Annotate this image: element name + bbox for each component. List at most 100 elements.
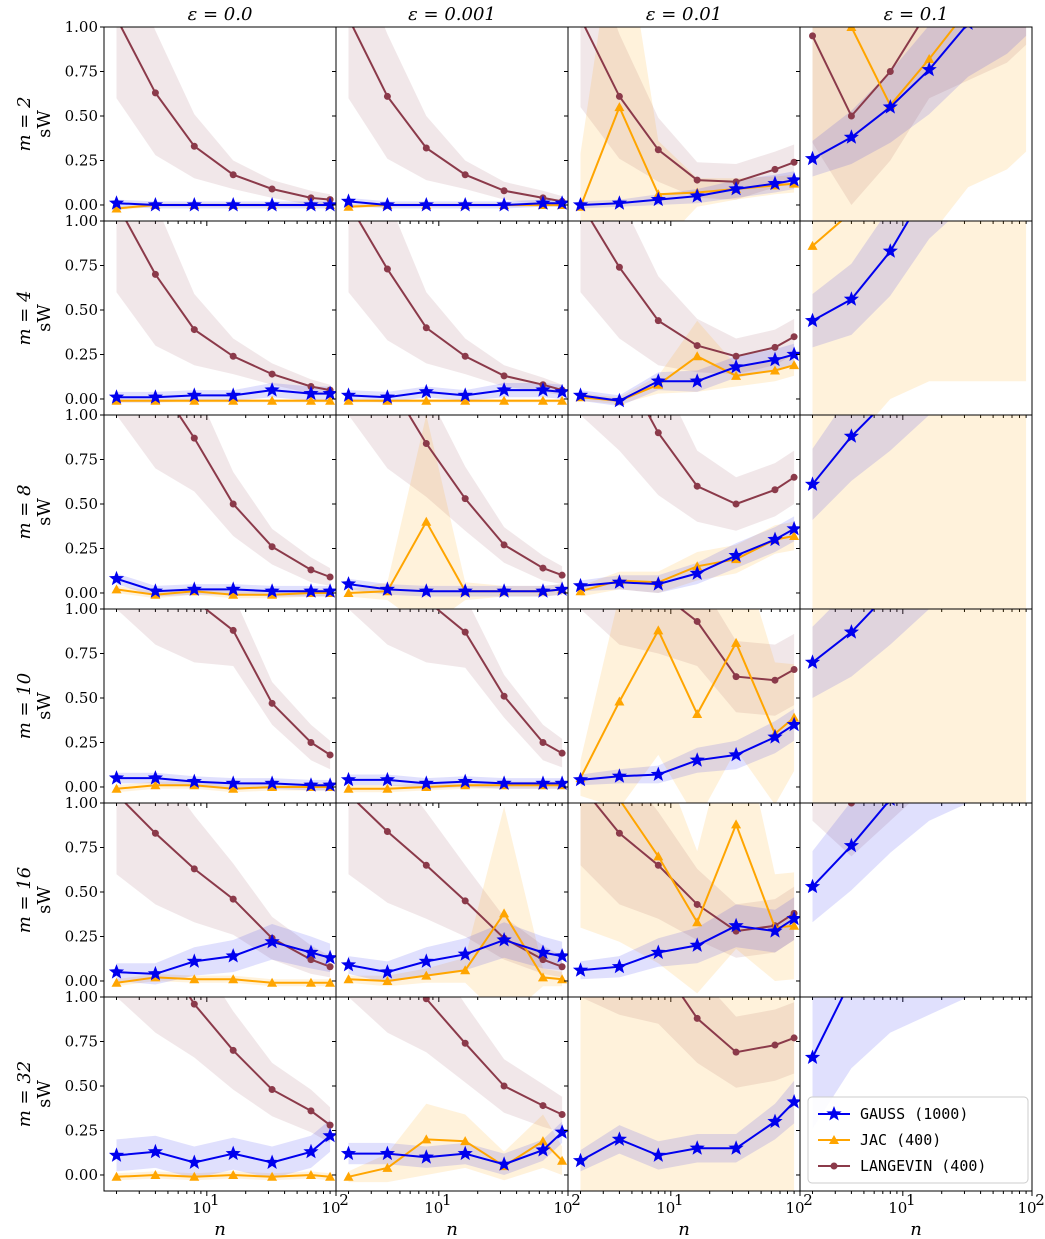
gauss-point	[535, 944, 551, 959]
jac-band	[580, 521, 795, 597]
y-tick-label: 0.75	[65, 838, 98, 856]
gauss-point	[340, 1145, 357, 1161]
jac-point	[769, 365, 780, 375]
gauss-point	[496, 775, 512, 790]
langevin-point	[693, 617, 701, 625]
gauss-point	[418, 953, 434, 968]
langevin-point	[887, 887, 894, 894]
langevin-point	[307, 566, 315, 574]
gauss-point	[767, 923, 783, 938]
gauss-point	[554, 383, 568, 399]
y-tick-label: 0.25	[65, 927, 98, 945]
gauss-point	[264, 1154, 280, 1169]
langevin-point	[558, 963, 566, 971]
x-axis-label: n	[446, 1219, 458, 1239]
langevin-point	[1003, 887, 1010, 894]
gauss-point	[147, 583, 163, 598]
jac-point	[382, 1162, 393, 1172]
x-tick-exponent: 2	[1035, 1191, 1045, 1209]
panel-5-2	[572, 997, 800, 1191]
langevin-point	[229, 500, 237, 508]
jac-point	[111, 584, 122, 594]
jac-point	[460, 395, 471, 405]
langevin-band	[116, 415, 331, 586]
langevin-point	[847, 112, 855, 120]
jac-point	[325, 977, 336, 987]
langevin-point	[790, 333, 798, 341]
jac-point	[421, 970, 432, 980]
langevin-point	[152, 376, 159, 383]
langevin-point	[384, 552, 391, 559]
langevin-point	[790, 1034, 798, 1042]
gauss-point	[767, 1113, 783, 1129]
x-tick-exponent: 1	[210, 1191, 220, 1209]
gauss-point	[554, 581, 568, 596]
langevin-point	[113, 305, 120, 312]
panel-5-0	[108, 997, 336, 1181]
y-tick-label: 0.50	[65, 495, 98, 513]
jac-point	[343, 1171, 354, 1181]
gauss-point	[225, 581, 241, 596]
gauss-point	[728, 358, 744, 374]
langevin-point	[461, 352, 469, 360]
langevin-point	[113, 499, 120, 506]
langevin-point	[383, 92, 391, 100]
gauss-point	[379, 771, 395, 787]
x-tick-label: 10	[888, 1199, 907, 1217]
gauss-point	[379, 197, 395, 212]
gauss-point	[379, 1145, 395, 1161]
gauss-point	[496, 382, 512, 397]
gauss-point	[457, 1145, 473, 1161]
y-tick-label: 0.75	[65, 644, 98, 662]
gauss-point	[535, 775, 551, 790]
y-tick-label: 1.00	[65, 18, 98, 36]
langevin-point	[847, 803, 855, 807]
gauss-point	[496, 1156, 512, 1171]
langevin-point	[326, 751, 334, 759]
langevin-point	[616, 552, 623, 559]
gauss-point	[650, 766, 666, 781]
langevin-point	[422, 997, 430, 1003]
jac-band	[580, 27, 795, 221]
y-tick-label: 1.00	[65, 794, 98, 812]
langevin-point	[229, 171, 237, 179]
gauss-point	[379, 581, 395, 596]
x-tick-exponent: 1	[906, 1191, 916, 1209]
gauss-point	[108, 1147, 125, 1162]
column-title: ε = 0.01	[646, 4, 722, 25]
jac-point	[267, 1171, 278, 1181]
langevin-point	[771, 676, 779, 684]
langevin-point	[615, 92, 623, 100]
gauss-point	[786, 910, 800, 926]
langevin-point	[693, 342, 701, 350]
jac-point	[789, 531, 800, 541]
langevin-point	[151, 89, 159, 97]
gauss-point	[554, 195, 568, 210]
gauss-point	[535, 1142, 551, 1157]
gauss-point	[728, 1140, 744, 1155]
legend-marker-langevin	[830, 1162, 838, 1170]
y-tick-label: 0.75	[65, 256, 98, 274]
gauss-point	[147, 770, 163, 785]
langevin-point	[926, 887, 933, 894]
gauss-point	[496, 583, 512, 598]
gauss-point	[961, 900, 976, 915]
langevin-point	[151, 829, 159, 837]
jac-point	[614, 102, 625, 112]
x-tick-label: 10	[424, 1199, 443, 1217]
gauss-point	[767, 351, 783, 367]
jac-point	[653, 625, 664, 635]
langevin-point	[268, 699, 276, 707]
x-tick-label: 10	[785, 1199, 804, 1217]
jac-point	[228, 974, 239, 984]
jac-point	[807, 240, 818, 250]
jac-point	[692, 709, 703, 719]
gauss-band	[116, 1119, 331, 1179]
y-axis-label: sW	[34, 498, 55, 526]
row-label: m = 16	[14, 867, 35, 934]
jac-point	[789, 920, 800, 930]
jac-point	[325, 1171, 336, 1181]
y-tick-label: 0.75	[65, 1032, 98, 1050]
jac-point	[305, 977, 316, 987]
